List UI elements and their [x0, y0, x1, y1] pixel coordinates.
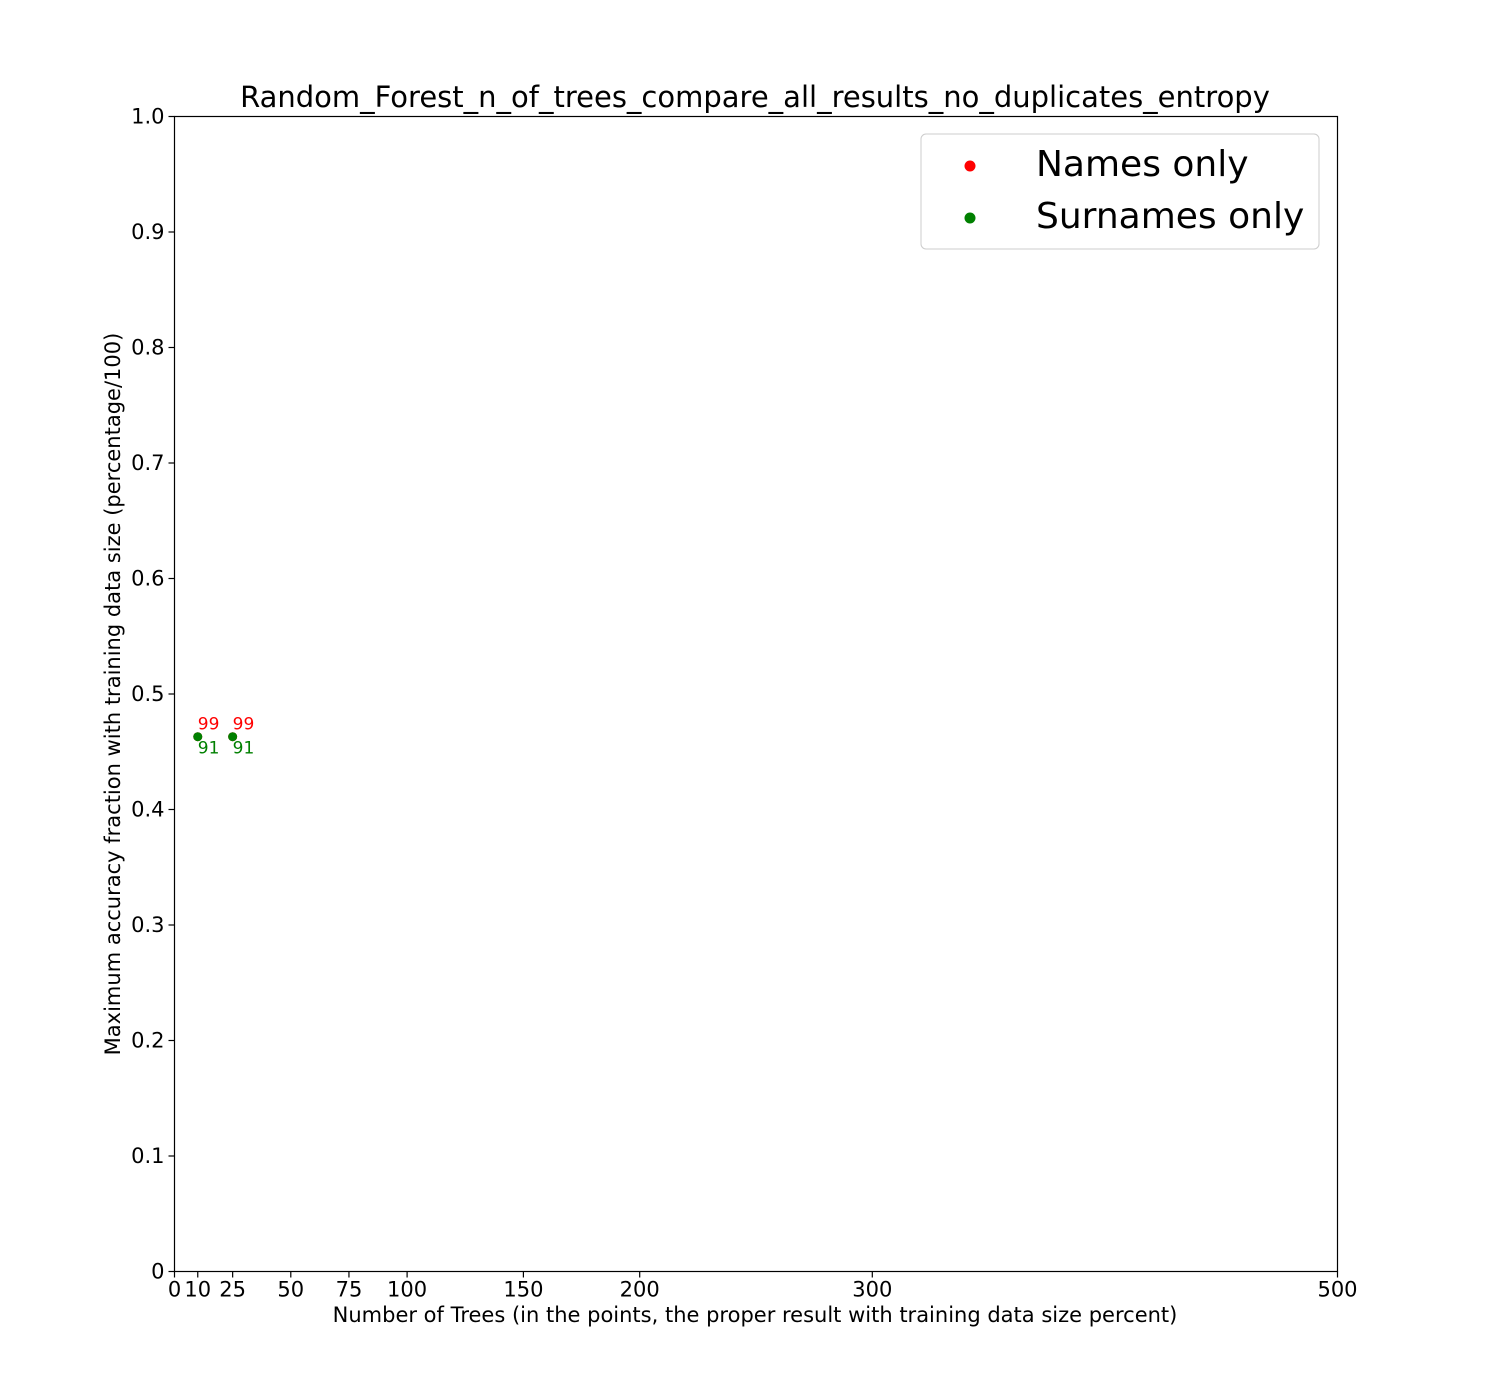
x-axis-label: Number of Trees (in the points, the prop… — [333, 1303, 1178, 1327]
x-tick-label: 150 — [503, 1278, 543, 1302]
y-tick-label: 0.3 — [131, 913, 164, 937]
plot-area — [173, 115, 1339, 1273]
y-tick-label: 0.5 — [131, 682, 164, 706]
legend-marker — [964, 212, 976, 224]
legend-box — [920, 133, 1320, 250]
data-label: 91 — [233, 739, 255, 759]
data-point — [228, 732, 238, 742]
data-point — [193, 732, 203, 742]
y-tick-label: 0.2 — [131, 1029, 164, 1053]
y-axis: 0 0.1 0.2 0.3 0.4 0.5 0.6 0.7 0.8 0.9 1.0 — [131, 105, 175, 1284]
y-tick-label: 0 — [151, 1260, 164, 1284]
y-tick-label: 0.9 — [131, 220, 164, 244]
y-axis-label: Maximum accuracy fraction with training … — [101, 333, 125, 1056]
y-tick-label: 0.6 — [131, 567, 164, 591]
y-tick-label: 0.1 — [131, 1144, 164, 1168]
legend-label: Names only — [1036, 144, 1249, 185]
x-axis: 0 10 25 50 75 100 150 200 300 500 — [168, 1271, 1358, 1302]
x-tick-label: 50 — [277, 1278, 304, 1302]
y-tick-label: 0.4 — [131, 798, 164, 822]
x-tick-label: 300 — [852, 1278, 892, 1302]
data-label: 91 — [198, 739, 220, 759]
data-label: 99 — [233, 715, 255, 735]
x-tick-label: 75 — [336, 1278, 363, 1302]
x-tick-label: 0 — [168, 1278, 181, 1302]
chart-title: Random_Forest_n_of_trees_compare_all_res… — [240, 80, 1270, 114]
y-tick-label: 0.7 — [131, 451, 164, 475]
x-tick-label: 100 — [387, 1278, 427, 1302]
x-tick-label: 500 — [1317, 1278, 1357, 1302]
y-tick-label: 1.0 — [131, 105, 164, 129]
x-tick-label: 200 — [620, 1278, 660, 1302]
data-label: 99 — [198, 715, 220, 735]
legend: Names only Surnames only — [920, 133, 1320, 250]
legend-label: Surnames only — [1036, 196, 1304, 237]
data-points: 99 99 91 91 — [193, 715, 254, 759]
x-tick-label: 10 — [184, 1278, 211, 1302]
legend-marker — [964, 160, 976, 172]
y-tick-label: 0.8 — [131, 336, 164, 360]
x-tick-label: 25 — [219, 1278, 246, 1302]
